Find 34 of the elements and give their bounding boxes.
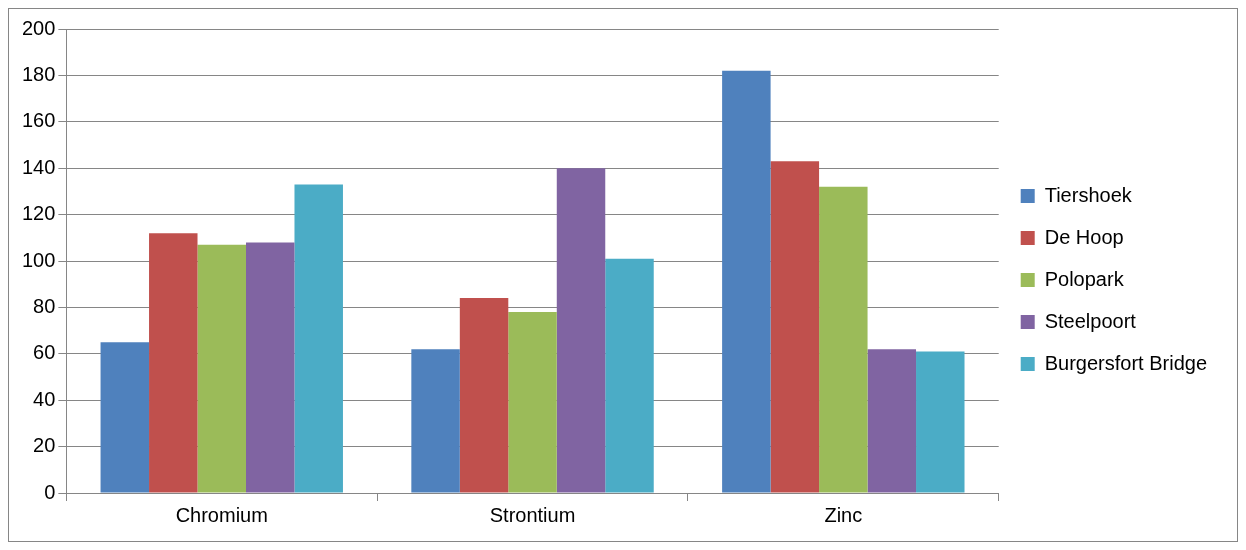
legend-label: Polopark — [1044, 267, 1125, 290]
bar — [294, 184, 343, 493]
y-tick-label: 40 — [33, 387, 56, 410]
x-tick-label: Chromium — [175, 503, 268, 526]
x-tick-label: Strontium — [489, 503, 576, 526]
y-tick-label: 160 — [21, 109, 56, 132]
y-tick-label: 0 — [44, 480, 56, 503]
bar — [556, 168, 606, 493]
y-tick-label: 120 — [21, 202, 56, 225]
legend-label: De Hoop — [1044, 225, 1124, 248]
y-tick-label: 140 — [21, 155, 56, 178]
y-tick-label: 200 — [21, 16, 56, 39]
legend-label: Burgersfort Bridge — [1044, 351, 1207, 374]
y-tick-label: 80 — [33, 294, 56, 317]
bar — [819, 186, 868, 493]
y-tick-label: 60 — [33, 341, 56, 364]
y-tick-label: 100 — [21, 248, 56, 271]
bar — [605, 258, 654, 493]
y-tick-label: 20 — [33, 434, 56, 457]
bar — [100, 342, 150, 493]
bar — [411, 349, 460, 493]
bar — [508, 312, 557, 493]
x-tick-label: Zinc — [824, 503, 863, 526]
y-tick-label: 180 — [21, 62, 56, 85]
legend-label: Tiershoek — [1044, 183, 1133, 206]
bar — [722, 70, 771, 493]
bar — [916, 351, 965, 493]
bar — [197, 244, 246, 493]
bar — [770, 161, 820, 493]
legend-label: Steelpoort — [1044, 309, 1137, 332]
bar — [149, 233, 198, 493]
bar — [246, 242, 295, 493]
bar — [459, 298, 509, 493]
bar — [867, 349, 917, 493]
